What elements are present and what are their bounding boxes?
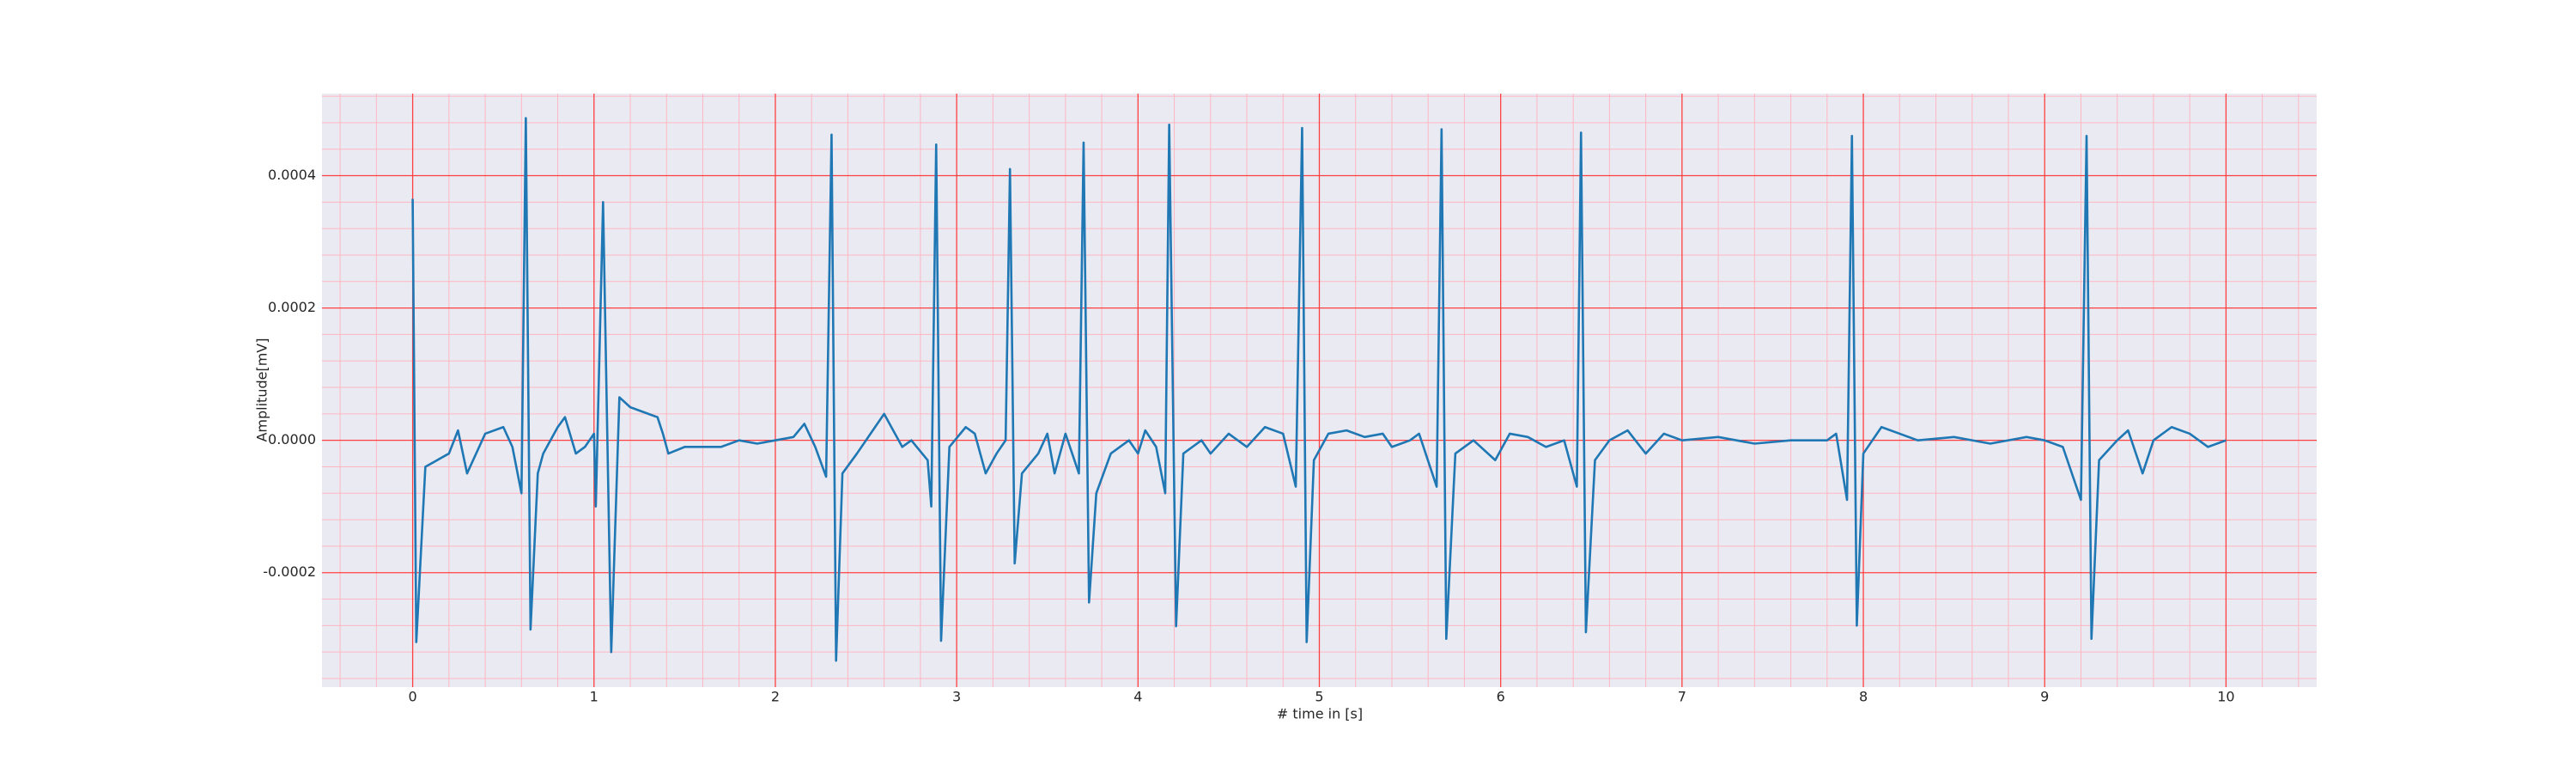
x-tick-label: 4 bbox=[1133, 689, 1142, 705]
y-axis-label: Amplitude[mV] bbox=[254, 338, 270, 441]
x-tick-label: 8 bbox=[1859, 689, 1868, 705]
x-tick-label: 1 bbox=[590, 689, 598, 705]
x-axis-label: # time in [s] bbox=[1277, 706, 1363, 722]
x-tick-label: 5 bbox=[1315, 689, 1323, 705]
x-tick-label: 6 bbox=[1497, 689, 1505, 705]
y-tick-label: -0.0002 bbox=[263, 563, 316, 580]
x-tick-label: 3 bbox=[952, 689, 961, 705]
y-tick-label: 0.0004 bbox=[268, 167, 316, 183]
x-tick-label: 7 bbox=[1678, 689, 1686, 705]
x-tick-label: 10 bbox=[2217, 689, 2234, 705]
x-tick-label: 2 bbox=[771, 689, 780, 705]
signal-line bbox=[411, 117, 2227, 662]
y-tick-label: 0.0002 bbox=[268, 299, 316, 315]
y-tick-label: 0.0000 bbox=[268, 431, 316, 447]
x-tick-label: 9 bbox=[2040, 689, 2049, 705]
x-tick-label: 0 bbox=[408, 689, 416, 705]
